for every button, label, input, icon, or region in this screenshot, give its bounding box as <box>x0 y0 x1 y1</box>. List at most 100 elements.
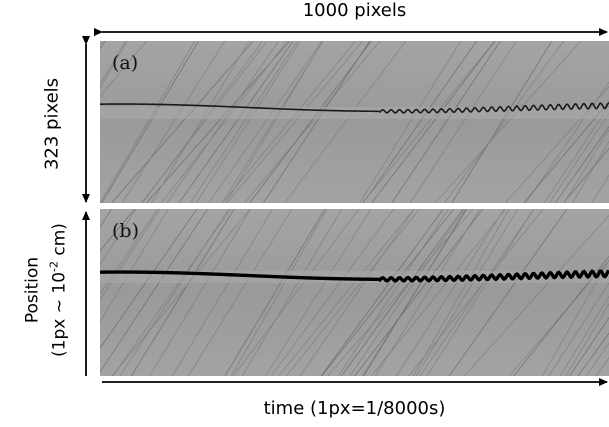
streak-line <box>131 209 235 376</box>
streak-line <box>419 209 535 376</box>
streak-line <box>563 147 609 203</box>
streak-line <box>354 209 484 376</box>
streak-line <box>100 209 198 349</box>
streak-line <box>195 41 301 203</box>
streak-line <box>241 209 343 376</box>
streak-line <box>555 125 609 203</box>
streak-line <box>141 41 268 203</box>
streak-line <box>371 41 496 203</box>
streak-line <box>523 100 609 203</box>
streak-line <box>188 209 293 376</box>
position-axis-label-suffix: cm) <box>49 223 70 261</box>
streak-line <box>233 209 360 376</box>
streak-line <box>119 209 230 376</box>
streak-line <box>359 41 462 203</box>
streak-line <box>508 259 609 376</box>
streak-line <box>412 209 510 376</box>
panel-b-tracked-interface-line <box>100 269 609 283</box>
streak-line <box>409 41 517 203</box>
streak-line <box>111 41 254 203</box>
streak-line <box>569 317 609 376</box>
streak-line <box>341 209 464 376</box>
streak-line <box>270 209 395 376</box>
streak-line <box>263 41 370 203</box>
streak-line <box>149 209 251 376</box>
streak-line <box>349 209 465 376</box>
streak-line <box>391 41 501 203</box>
panel-a-streak-image <box>100 41 609 203</box>
width-label: 1000 pixels <box>302 0 407 21</box>
streak-line <box>591 174 609 203</box>
position-axis-label-line1: Position <box>22 256 43 324</box>
streak-line <box>565 303 609 376</box>
streak-line <box>463 214 609 376</box>
streak-line <box>444 41 565 203</box>
streak-line <box>320 209 444 376</box>
streak-line <box>100 209 137 266</box>
streak-line <box>572 140 609 203</box>
position-axis-label-exponent: -2 <box>47 261 61 272</box>
panel-a-streaks <box>100 41 609 203</box>
streak-line <box>362 41 496 203</box>
streak-line <box>121 41 226 203</box>
streak-line <box>541 259 609 376</box>
streak-line <box>278 209 415 376</box>
position-axis-label-prefix: (1px ~ 10 <box>49 271 70 357</box>
panel-a-interface-line <box>100 102 609 114</box>
streak-line <box>265 209 372 376</box>
streak-line <box>101 41 199 203</box>
streak-line <box>338 209 449 376</box>
streak-line <box>244 41 381 203</box>
streak-line <box>151 41 250 203</box>
panel-a-image: (a) <box>100 41 609 203</box>
streak-line <box>408 209 544 376</box>
streak-line <box>226 41 364 203</box>
streak-line <box>166 41 279 203</box>
streak-line <box>543 105 609 203</box>
streak-line <box>374 209 481 376</box>
streak-line <box>563 129 609 203</box>
streak-line <box>100 209 169 323</box>
panel-b-streak-image <box>100 209 609 376</box>
streak-line <box>415 209 519 376</box>
streak-line <box>513 255 609 376</box>
streak-line <box>160 41 288 203</box>
streak-line <box>586 342 609 376</box>
streak-line <box>363 209 467 376</box>
panel-a-label: (a) <box>112 52 139 74</box>
panel-b-image: (b) <box>100 209 609 376</box>
panel-b-streaks <box>100 209 609 376</box>
streak-line <box>100 209 208 373</box>
streak-line <box>321 209 455 376</box>
streak-line <box>224 209 326 376</box>
streak-line <box>100 209 161 301</box>
streak-line <box>100 41 148 98</box>
streak-line <box>284 41 407 203</box>
streak-line <box>525 81 609 203</box>
streak-line <box>434 41 582 203</box>
height-label: 323 pixels <box>41 77 63 171</box>
streak-line <box>230 209 328 376</box>
streak-line <box>299 209 415 376</box>
streak-line <box>190 41 298 203</box>
streak-line <box>100 209 159 295</box>
streak-line <box>451 41 553 203</box>
streak-line <box>549 112 609 203</box>
streak-line <box>504 85 609 203</box>
streak-line <box>362 41 477 203</box>
streak-line <box>112 209 232 376</box>
streak-line <box>371 209 507 376</box>
streak-line <box>100 209 135 252</box>
position-axis-label-line2: (1px ~ 10-2 cm) <box>44 223 71 357</box>
streak-line <box>111 209 251 376</box>
streak-line <box>426 209 535 376</box>
streak-line <box>286 209 420 376</box>
panel-b-label: (b) <box>112 220 139 242</box>
streak-line <box>100 41 196 203</box>
streak-line <box>577 332 609 376</box>
streak-line <box>559 295 609 376</box>
time-axis-label: time (1px=1/8000s) <box>263 398 446 419</box>
streak-line <box>396 209 505 376</box>
